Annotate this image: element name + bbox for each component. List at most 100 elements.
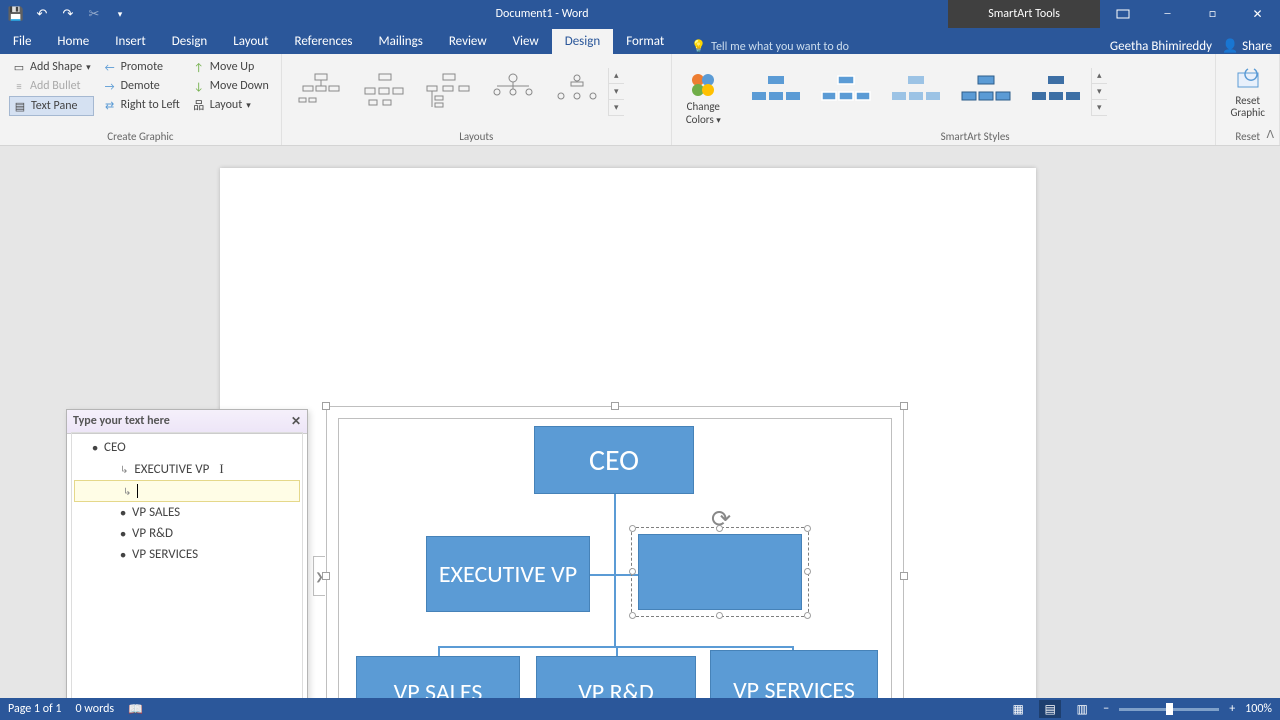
move-up-button[interactable]: ↑Move Up [189,58,272,76]
status-words[interactable]: 0 words [76,702,115,716]
layout-option-3[interactable] [418,68,478,116]
document-title: Document1 - Word [136,7,948,21]
redo-icon[interactable]: ↷ [56,2,80,26]
layout-option-2[interactable] [354,68,414,116]
group-label-reset: Reset [1222,128,1273,145]
chart-node-blank[interactable]: ⟳ [638,534,802,610]
tell-me[interactable]: 💡Tell me what you want to do [677,39,849,54]
add-shape-button[interactable]: ▭Add Shape ▾ [9,58,94,76]
undo-icon[interactable]: ↶ [30,2,54,26]
text-pane-body[interactable]: ●CEO ↳EXECUTIVE VPI ↳ ●VP SALES ●VP R&D … [71,432,303,698]
status-bar: Page 1 of 1 0 words 📖 ▦ ▤ ▥ − + 100% [0,698,1280,720]
proofing-icon[interactable]: 📖 [128,702,143,717]
connector [614,494,616,646]
tab-design[interactable]: Design [159,29,220,54]
tab-home[interactable]: Home [44,29,102,54]
chart-node-vpserv[interactable]: VP SERVICES [710,650,878,698]
chart-node-vpsales[interactable]: VP SALES [356,656,520,698]
layout-option-1[interactable] [290,68,350,116]
tab-smartart-format[interactable]: Format [613,29,677,54]
ribbon: ▭Add Shape ▾ ≡Add Bullet ▤Text Pane ←Pro… [0,54,1280,146]
text-pane-close-icon[interactable]: ✕ [291,414,301,429]
reset-graphic-button[interactable]: ResetGraphic [1222,56,1273,128]
group-change-colors: ChangeColors ▾ [672,54,735,145]
change-colors-button[interactable]: ChangeColors ▾ [678,56,729,141]
chart-node-vprd[interactable]: VP R&D [536,656,696,698]
layouts-scroll[interactable]: ▴▾▾ [608,68,624,116]
promote-icon: ← [103,60,117,74]
ribbon-display-icon[interactable] [1100,0,1145,28]
zoom-in-icon[interactable]: + [1229,702,1235,716]
style-option-3[interactable] [883,68,949,116]
maximize-icon[interactable]: □ [1190,0,1235,28]
tp-item-vpservices[interactable]: ●VP SERVICES [72,544,302,565]
tab-row: File Home Insert Design Layout Reference… [0,28,1280,54]
smartart-container[interactable]: ❯ CEO EXECUTIVE VP ⟳ VP [326,406,904,698]
rtl-icon: ⇄ [103,98,117,112]
share-button[interactable]: 👤Share [1222,39,1272,54]
styles-scroll[interactable]: ▴▾▾ [1091,68,1107,116]
move-up-icon: ↑ [192,60,206,74]
layout-menu-button[interactable]: 品Layout ▾ [189,96,272,114]
share-icon: 👤 [1222,39,1238,54]
view-print-icon[interactable]: ▤ [1039,700,1061,718]
tab-mailings[interactable]: Mailings [366,29,436,54]
close-icon[interactable]: ✕ [1235,0,1280,28]
change-colors-icon [689,71,717,99]
tab-layout[interactable]: Layout [220,29,281,54]
tab-file[interactable]: File [0,29,44,54]
move-down-icon: ↓ [192,79,206,93]
style-option-5[interactable] [1023,68,1089,116]
tab-references[interactable]: References [282,29,366,54]
chart-node-execvp[interactable]: EXECUTIVE VP [426,536,590,612]
view-read-icon[interactable]: ▦ [1007,700,1029,718]
tab-view[interactable]: View [500,29,552,54]
add-shape-icon: ▭ [12,60,26,74]
move-down-button[interactable]: ↓Move Down [189,77,272,95]
view-web-icon[interactable]: ▥ [1071,700,1093,718]
tp-item-vpsales[interactable]: ●VP SALES [72,502,302,523]
title-bar: 💾 ↶ ↷ ✂ ▾ Document1 - Word SmartArt Tool… [0,0,1280,28]
tp-item-execvp[interactable]: ↳EXECUTIVE VPI [72,458,302,480]
layout-option-5[interactable] [546,68,606,116]
zoom-out-icon[interactable]: − [1103,702,1109,716]
context-tab-label: SmartArt Tools [948,0,1100,28]
zoom-level[interactable]: 100% [1245,702,1272,716]
text-pane-title: Type your text here [73,414,170,429]
document-area: ❯ CEO EXECUTIVE VP ⟳ VP [0,146,1280,698]
tp-item-blank[interactable]: ↳ [74,480,300,502]
style-option-1[interactable] [743,68,809,116]
tp-item-ceo[interactable]: ●CEO [72,437,302,458]
reset-icon [1234,65,1262,93]
style-option-2[interactable] [813,68,879,116]
rotate-handle-icon[interactable]: ⟳ [711,505,729,523]
text-pane[interactable]: Type your text here ✕ ●CEO ↳EXECUTIVE VP… [66,409,308,698]
style-option-4[interactable] [953,68,1019,116]
group-layouts: ▴▾▾ Layouts [282,54,672,145]
text-pane-toggle[interactable]: ▤Text Pane [9,96,94,116]
minimize-icon[interactable]: ─ [1145,0,1190,28]
user-name[interactable]: Geetha Bhimireddy [1110,39,1212,54]
promote-button[interactable]: ←Promote [100,58,183,76]
qat-more-icon[interactable]: ▾ [108,2,132,26]
layout-option-4[interactable] [482,68,542,116]
group-create-graphic: ▭Add Shape ▾ ≡Add Bullet ▤Text Pane ←Pro… [0,54,282,145]
zoom-slider[interactable] [1119,708,1219,711]
tp-item-vprd[interactable]: ●VP R&D [72,523,302,544]
tab-smartart-design[interactable]: Design [552,29,613,54]
chart-node-ceo[interactable]: CEO [534,426,694,494]
group-label-layouts: Layouts [288,128,665,145]
save-icon[interactable]: 💾 [4,2,28,26]
status-page[interactable]: Page 1 of 1 [8,702,62,716]
cut-icon[interactable]: ✂ [82,2,106,26]
tab-insert[interactable]: Insert [102,29,159,54]
connector [614,574,640,576]
group-label-styles: SmartArt Styles [741,128,1210,145]
text-pane-icon: ▤ [13,99,27,113]
demote-button[interactable]: →Demote [100,77,183,95]
right-to-left-button[interactable]: ⇄Right to Left [100,96,183,114]
tab-review[interactable]: Review [436,29,500,54]
ribbon-collapse-icon[interactable]: ᐱ [1266,128,1274,141]
demote-icon: → [103,79,117,93]
add-bullet-icon: ≡ [12,79,26,93]
